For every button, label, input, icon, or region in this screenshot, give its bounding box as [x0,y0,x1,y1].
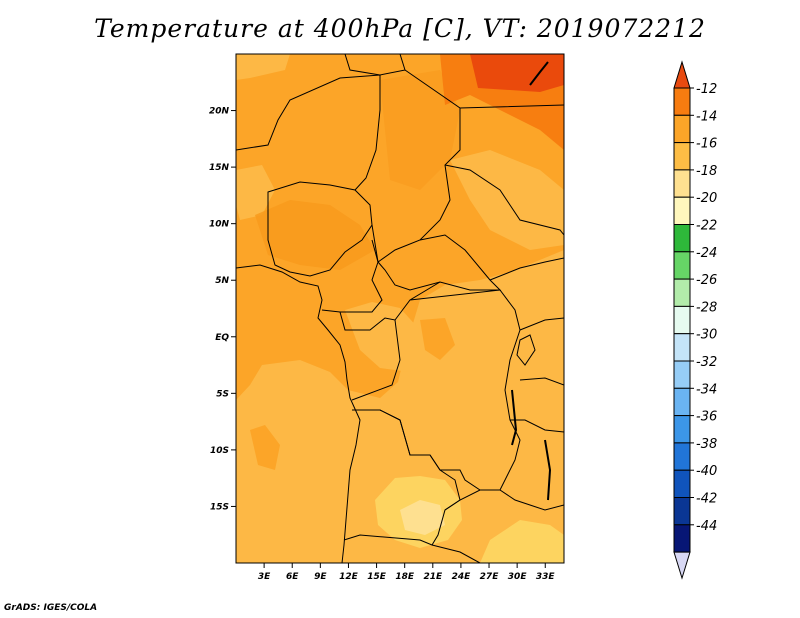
border-chad [371,69,461,263]
lon-tick-label: 15E [367,572,387,582]
lon-tick-label: 33E [536,572,556,582]
colorbar-label: -34 [696,382,717,397]
lon-tick-label: 3E [258,572,271,582]
colorbar-top-triangle [673,60,691,89]
lat-tick-label: 5S [216,389,229,399]
colorbar-label: -12 [696,82,717,97]
colorbar-swatch [673,196,691,225]
colorbar-swatch [673,360,691,389]
field-zone-minus18-west [236,165,275,220]
lake-victoria [516,334,536,366]
lat-tick-label: 15S [210,502,229,512]
lon-tick-label: 6E [286,572,299,582]
colorbar-swatch [673,142,691,171]
lat-tick-label: EQ [215,333,229,343]
field-zone-minus14-chad [380,70,460,190]
colorbar-label: -42 [696,492,717,507]
river-nile [529,61,549,86]
colorbar-swatch [673,469,691,499]
colorbar-label: -44 [696,519,717,534]
colorbar-label: -16 [696,137,717,152]
lat-tick-label: 20N [209,107,230,117]
border-car [377,234,502,291]
colorbar-label: -26 [696,273,717,288]
colorbar-label: -28 [696,300,717,315]
lake-malawi [544,439,552,501]
lon-tick-label: 21E [423,572,443,582]
temperature-field [236,54,564,563]
border-libya [344,54,406,76]
colorbar-label: -22 [696,219,717,234]
colorbar-swatch [673,278,691,307]
colorbar-swatch [673,497,691,526]
border-east-africa [510,317,564,433]
border-sudan [444,104,564,281]
colorbar-swatch [673,169,691,198]
colorbar-swatch [673,224,691,253]
map-title: Temperature at 400hPa [C], VT: 201907221… [94,14,706,43]
colorbar-label: -40 [696,464,717,479]
lon-tick-label: 12E [339,572,359,582]
border-zambia [431,489,564,563]
map-frame [235,53,565,564]
colorbar-bottom-triangle [673,551,691,580]
lat-tick-label: 10S [210,446,229,456]
border-nigeria [267,181,373,277]
border-angola [343,409,461,546]
field-zone-minus18 [236,250,564,563]
lon-tick-label: 18E [395,572,415,582]
colorbar-swatch [673,251,691,280]
colorbar-swatch [673,415,691,444]
lon-tick-label: 9E [314,572,327,582]
lat-axis: 20N 15N 10N 5N EQ 5S 10S 15S [209,107,236,512]
colorbar-swatch [673,305,691,335]
colorbar-label: -38 [696,437,717,452]
colorbar-label: -30 [696,328,717,343]
colorbar-label: -20 [696,191,717,206]
colorbar-label: -24 [696,246,717,261]
colorbar: -12 -14 -16 -18 -20 -22 -24 -26 -28 -30 -32 -34 -36 -… [673,60,717,580]
coastline [236,264,361,563]
colorbar-swatch [673,442,691,471]
colorbar-label: -36 [696,410,717,425]
border-niger [236,74,381,191]
colorbar-label: -14 [696,109,717,124]
field-zone-minus12 [470,54,564,92]
colorbar-swatch [673,114,691,144]
field-zone-minus18-congo [345,302,430,372]
field-zone-minus20-southeast [480,520,564,563]
lon-tick-label: 27E [480,572,500,582]
colorbar-swatch [673,87,691,116]
colorbar-label: -18 [696,164,717,179]
credit-label: GrADS: IGES/COLA [4,603,98,613]
lon-tick-label: 24E [452,572,472,582]
field-zone-minus18-north [236,54,290,80]
field-zone-below-minus20 [400,500,445,535]
colorbar-label: -32 [696,355,717,370]
country-borders [236,54,564,563]
lake-tanganyika [511,389,518,446]
lon-axis: 3E 6E 9E 12E 15E 18E 21E 24E 27E 30E 33E [258,563,556,582]
colorbar-swatch [673,333,691,362]
lat-tick-label: 15N [209,163,230,173]
colorbar-swatch [673,387,691,417]
field-zone-minus16-ocean [250,425,280,470]
field-zone-minus16-congo [420,318,455,360]
lon-tick-label: 30E [508,572,528,582]
lat-tick-label: 10N [209,220,230,230]
colorbar-swatch [673,524,691,553]
lat-tick-label: 5N [215,276,229,286]
